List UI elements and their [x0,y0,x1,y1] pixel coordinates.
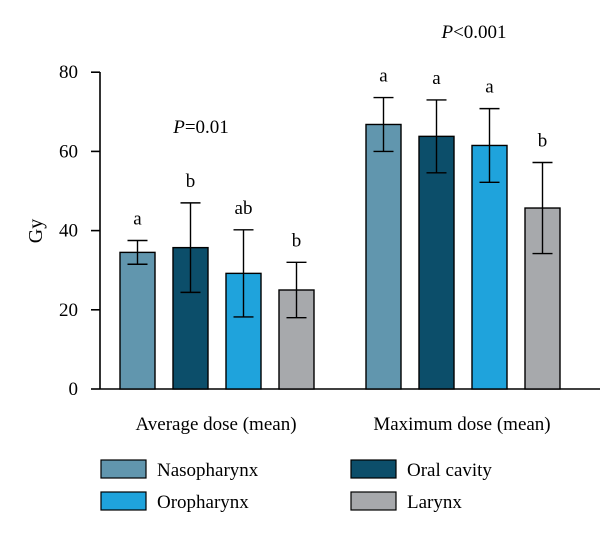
legend-swatch [100,491,147,511]
legend-label: Larynx [407,492,462,513]
p-symbol: P [440,22,453,43]
significance-letter: a [379,66,388,87]
bar [225,272,262,390]
legend-label: Oropharynx [157,492,249,513]
p-value: P<0.001 [440,22,506,43]
category-label: Average dose (mean) [135,414,296,435]
significance-letter: b [538,130,548,151]
y-tick-label: 40 [59,221,78,242]
bars [119,123,561,390]
legend-label: Nasopharynx [157,460,259,481]
p-value-annotations: P=0.01P<0.001 [172,22,506,138]
legend-swatch [350,491,397,511]
bar [119,251,156,390]
p-symbol: P [172,117,185,138]
significance-letter: ab [235,198,253,219]
bar [365,123,402,390]
significance-letter: a [133,209,142,230]
y-tick-label: 80 [59,62,78,83]
p-value-text: <0.001 [453,22,506,43]
legend-label: Oral cavity [407,460,492,481]
bar [418,135,455,390]
y-axis-label: Gy [25,219,47,243]
y-tick-label: 20 [59,300,78,321]
legend: Nasopharynx Oral cavity Oropharynx Larynx [100,459,492,513]
significance-letter: b [186,171,196,192]
y-tick-label: 0 [69,379,79,400]
bar [471,144,508,390]
y-tick-label: 60 [59,141,78,162]
significance-letter: a [485,77,494,98]
legend-swatch [350,459,397,479]
error-bars [127,96,553,319]
legend-swatch [100,459,147,479]
p-value-text: =0.01 [185,117,229,138]
category-labels: Average dose (mean) Maximum dose (mean) [135,414,550,435]
significance-letter: b [292,230,302,251]
p-value: P=0.01 [172,117,229,138]
y-ticks: 0 20 40 60 80 [59,62,100,400]
category-label: Maximum dose (mean) [373,414,550,435]
significance-letter: a [432,68,441,89]
